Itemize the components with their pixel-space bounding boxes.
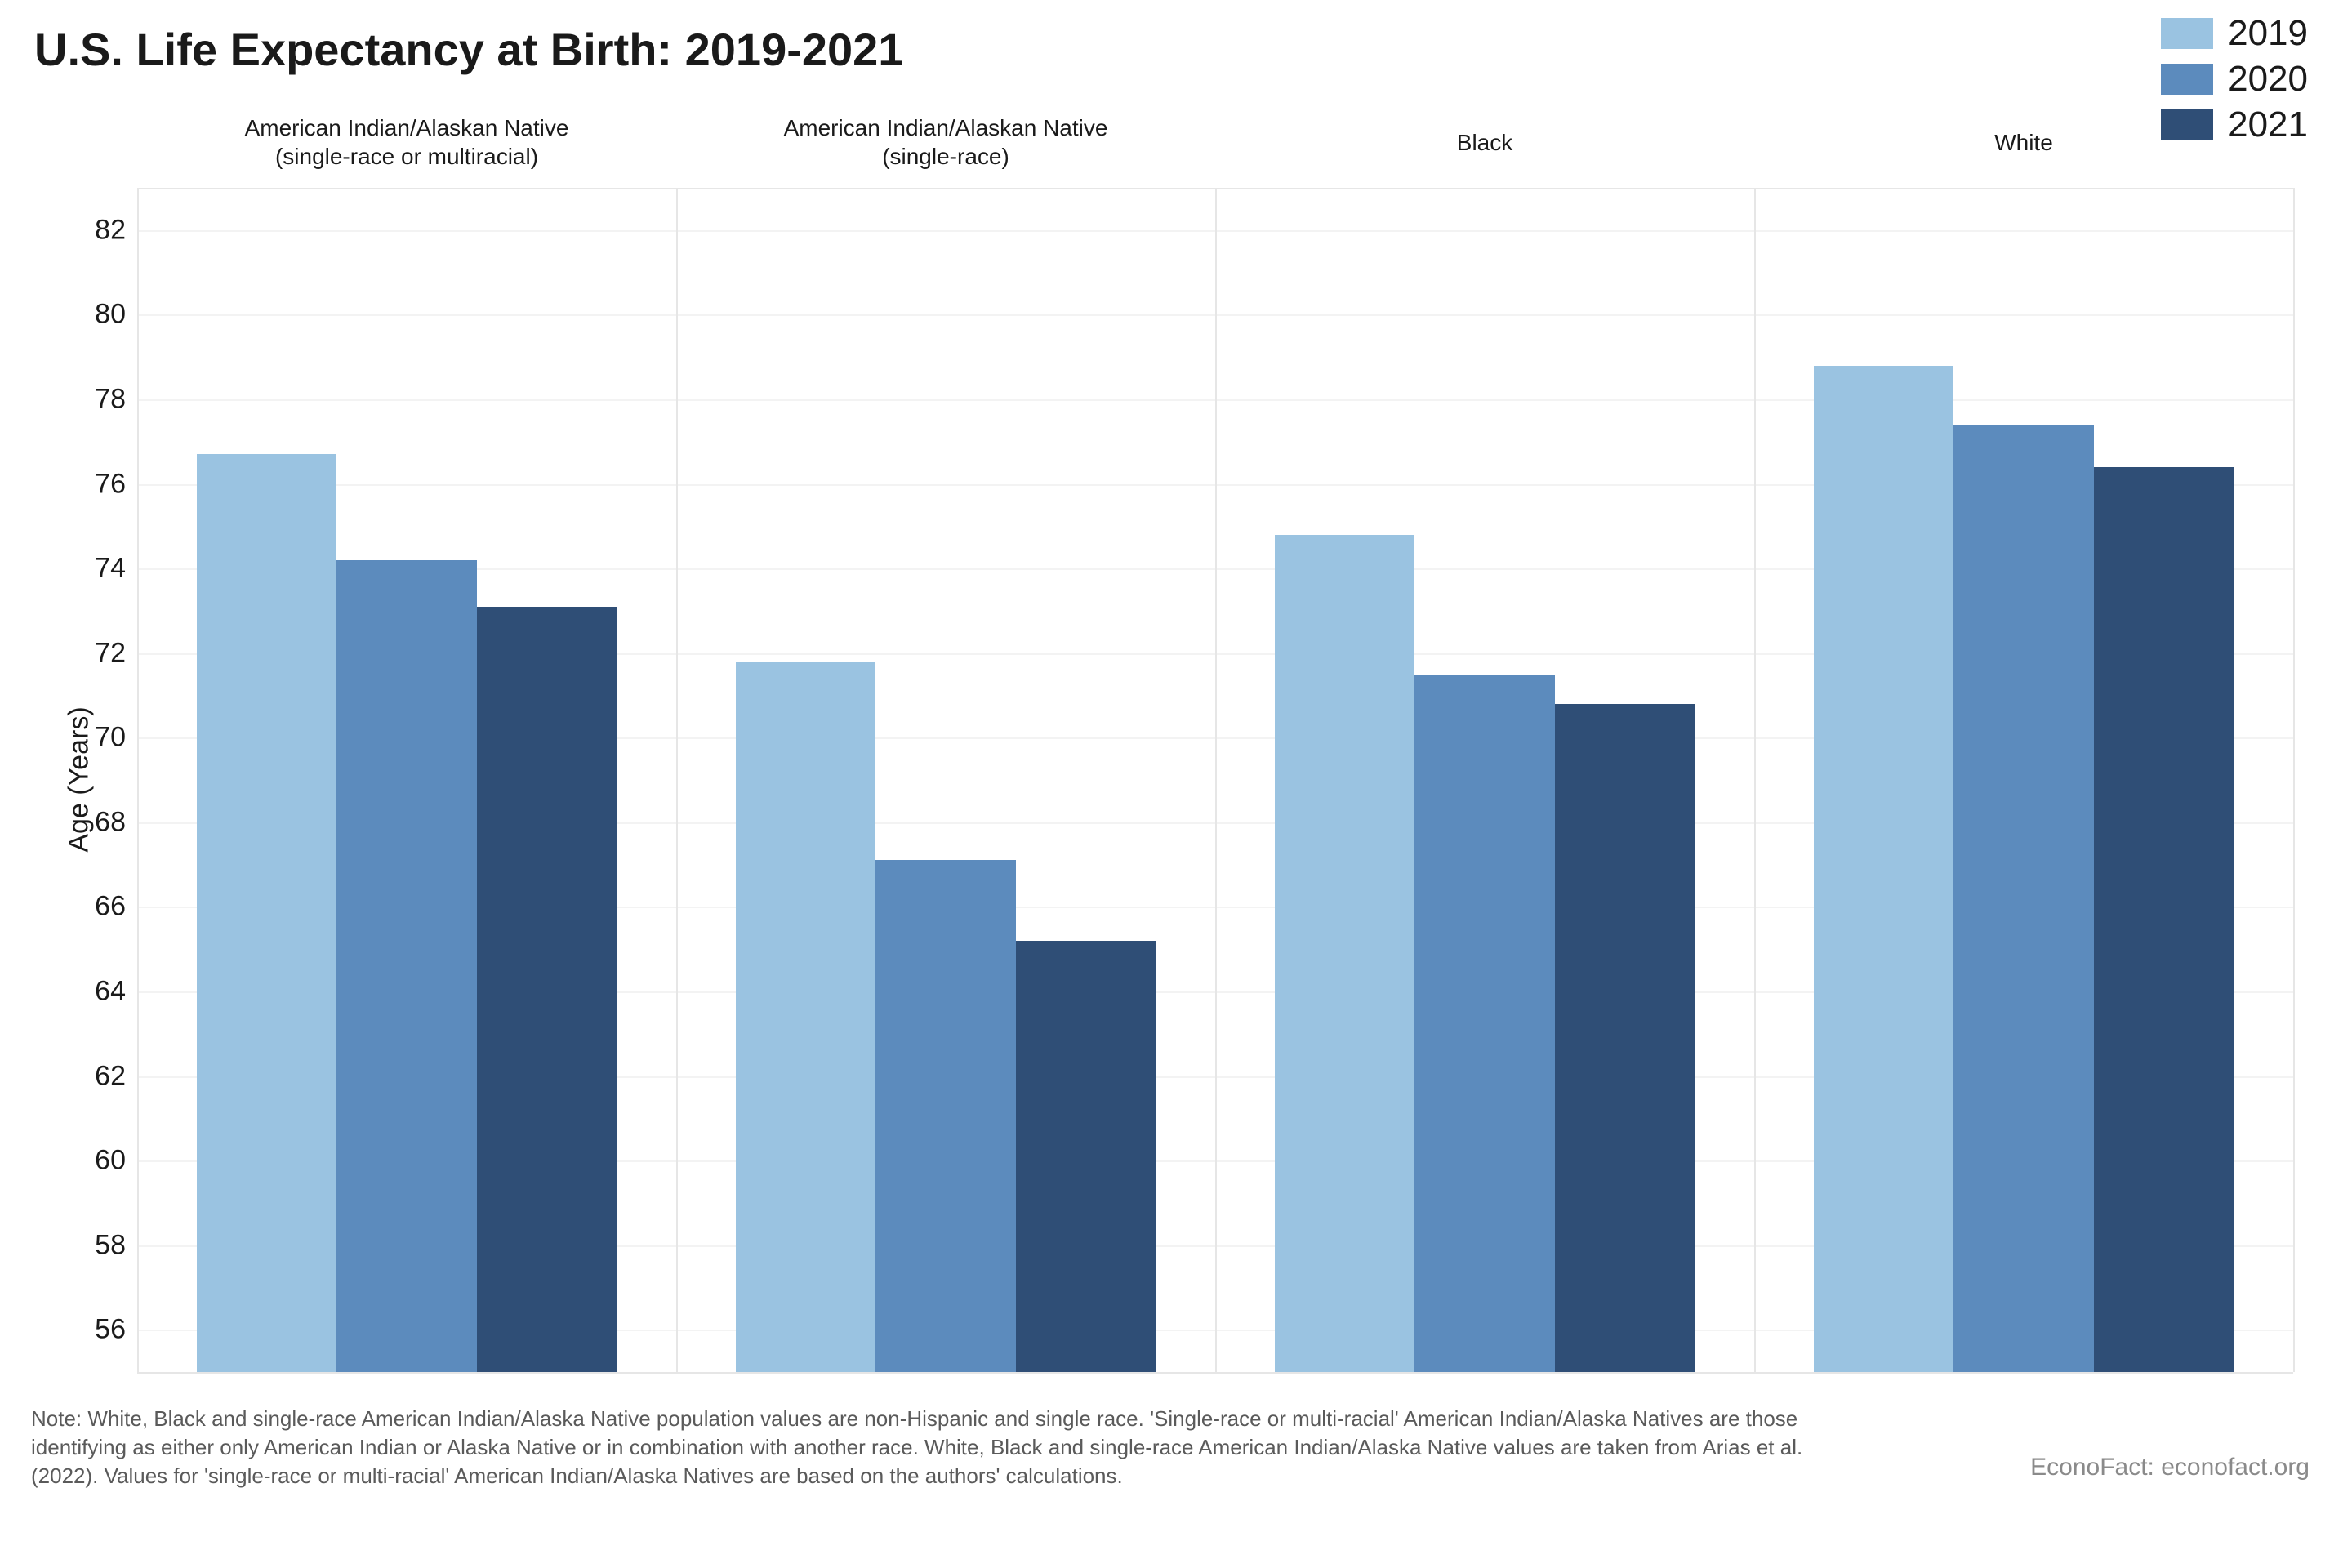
y-tick-label: 64 bbox=[69, 975, 126, 1007]
y-tick-label: 72 bbox=[69, 637, 126, 669]
y-tick-label: 66 bbox=[69, 891, 126, 923]
bar bbox=[197, 454, 337, 1372]
panel-divider bbox=[2293, 188, 2295, 1372]
bar bbox=[1814, 366, 1954, 1373]
plot-area bbox=[137, 188, 2293, 1372]
y-tick-label: 68 bbox=[69, 806, 126, 838]
y-tick-label: 74 bbox=[69, 553, 126, 585]
legend-item: 2019 bbox=[2161, 13, 2308, 54]
panel-divider bbox=[137, 188, 139, 1372]
y-tick-label: 70 bbox=[69, 722, 126, 754]
chart-container: U.S. Life Expectancy at Birth: 2019-2021… bbox=[0, 0, 2352, 1568]
footnote: Note: White, Black and single-race Ameri… bbox=[31, 1405, 1828, 1490]
legend-label: 2020 bbox=[2228, 59, 2308, 100]
y-tick-label: 62 bbox=[69, 1060, 126, 1092]
legend-label: 2019 bbox=[2228, 13, 2308, 54]
panel-label: American Indian/Alaskan Native (single-r… bbox=[676, 101, 1215, 183]
bar bbox=[1555, 704, 1695, 1372]
legend-swatch bbox=[2161, 64, 2213, 95]
y-tick-label: 76 bbox=[69, 468, 126, 500]
bar bbox=[1016, 941, 1156, 1372]
panel-label: American Indian/Alaskan Native (single-r… bbox=[137, 101, 676, 183]
bar bbox=[477, 607, 617, 1372]
bar bbox=[336, 560, 477, 1372]
legend-swatch bbox=[2161, 18, 2213, 49]
bar bbox=[875, 860, 1016, 1372]
source-credit: EconoFact: econofact.org bbox=[2030, 1454, 2310, 1481]
bar bbox=[736, 662, 876, 1372]
axis-line bbox=[137, 1372, 2293, 1374]
y-tick-label: 60 bbox=[69, 1145, 126, 1177]
bar bbox=[1275, 535, 1415, 1372]
bar bbox=[2094, 467, 2234, 1372]
panel-divider bbox=[1215, 188, 1217, 1372]
panel-label: Black bbox=[1215, 101, 1754, 183]
y-tick-label: 78 bbox=[69, 383, 126, 415]
y-tick-label: 80 bbox=[69, 299, 126, 331]
legend-item: 2020 bbox=[2161, 59, 2308, 100]
chart-title: U.S. Life Expectancy at Birth: 2019-2021 bbox=[34, 23, 903, 76]
panel-divider bbox=[676, 188, 678, 1372]
y-tick-label: 56 bbox=[69, 1314, 126, 1346]
panel-divider bbox=[1754, 188, 1756, 1372]
panel-label: White bbox=[1754, 101, 2293, 183]
y-tick-label: 82 bbox=[69, 214, 126, 246]
bar bbox=[1953, 425, 2094, 1372]
y-tick-label: 58 bbox=[69, 1229, 126, 1261]
bar bbox=[1414, 675, 1555, 1372]
